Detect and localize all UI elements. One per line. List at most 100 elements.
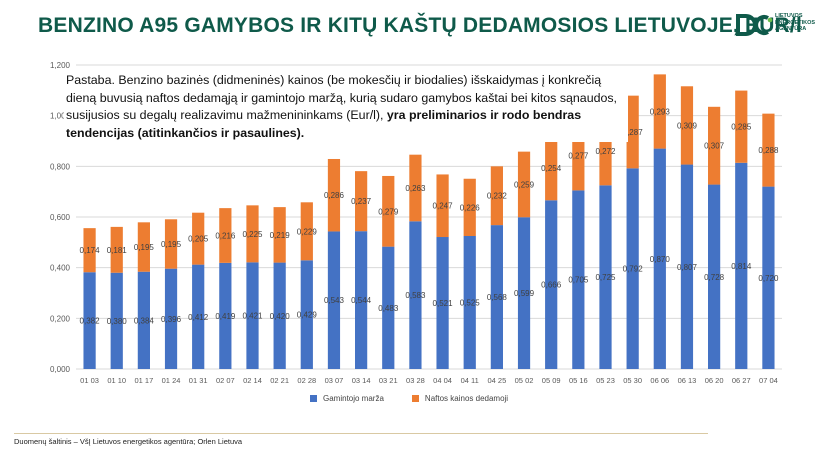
x-tick-label: 02 07 [216,376,235,385]
y-tick-label: 0,200 [50,314,71,323]
data-label: 0,307 [704,142,725,151]
bar-oil [626,95,639,169]
y-tick-label: 0,600 [50,213,71,222]
logo-line-1: LIETUVOS [775,13,803,19]
page-title: BENZINO A95 GAMYBOS IR KITŲ KAŠTŲ DEDAMO… [38,14,802,37]
data-label: 0,272 [595,147,616,156]
data-label: 0,666 [541,281,562,290]
y-tick-label: 0,800 [50,162,71,171]
bar-oil [327,158,341,232]
bar-oil [83,228,96,273]
data-label: 0,229 [297,227,318,236]
data-label: 0,277 [568,151,589,160]
y-tick-label: 1,200 [50,61,71,70]
x-tick-label: 04 04 [433,376,452,385]
bar-margin [436,237,449,369]
note-regular-text: Pastaba. Benzino bazinės (didmeninės) ka… [66,73,618,122]
bar-margin [517,217,531,369]
x-tick-label: 05 16 [569,376,588,385]
bar-oil [355,171,368,232]
logo-line-2: ENERGETIKOS [775,19,816,26]
x-tick-label: 06 27 [732,376,751,385]
legend-item-series-2: Naftos kainos dedamoji [411,394,509,403]
x-tick-label: 01 17 [134,376,153,385]
data-label: 0,237 [351,197,372,206]
note-bold-text: yra preliminarios ir rodo bendras tenden… [66,108,582,140]
data-label: 0,195 [161,240,182,249]
x-tick-label: 03 14 [352,376,371,385]
bar-margin [626,168,639,369]
x-tick-label: 03 07 [325,376,344,385]
x-tick-label: 07 04 [759,376,778,385]
bar-margin [219,262,232,369]
data-label: 0,309 [677,121,698,130]
bar-margin [599,185,612,369]
x-tick-label: 02 21 [270,376,289,385]
chart-note: Pastaba. Benzino bazinės (didmeninės) ka… [64,72,628,142]
legend-label-series-1: Gamintojo marža [323,394,384,403]
bar-margin [653,148,666,369]
x-tick-label: 04 25 [487,376,506,385]
data-label: 0,483 [378,304,399,313]
data-label: 0,382 [80,317,101,326]
bar-oil [545,135,558,201]
bar-margin [137,271,150,369]
chart-legend: Gamintojo marža Naftos kainos dedamoji [310,394,508,403]
bar-oil [517,151,531,218]
bar-oil [409,154,422,222]
bar-oil [192,212,205,265]
data-label: 0,285 [731,123,752,132]
bar-margin [572,190,585,369]
data-label: 0,599 [514,289,535,298]
bar-oil [490,166,503,226]
data-label: 0,420 [270,312,291,321]
data-label: 0,288 [758,146,779,155]
x-tick-label: 06 06 [650,376,669,385]
data-label: 0,521 [433,299,454,308]
data-label: 0,293 [650,107,671,116]
bar-oil [708,106,721,185]
x-tick-label: 04 11 [461,376,479,385]
legend-swatch-series-1 [310,395,317,402]
bar-margin [83,272,96,369]
bar-margin [382,246,395,369]
data-label: 0,419 [215,312,236,321]
legend-item-series-1: Gamintojo marža [310,394,384,403]
bar-margin [355,231,368,369]
data-label: 0,396 [161,315,182,324]
data-label: 0,254 [541,164,562,173]
data-label: 0,870 [650,255,671,264]
bar-oil [762,113,775,187]
bar-oil [219,208,232,263]
x-tick-label: 02 14 [243,376,262,385]
bar-margin [409,221,422,369]
data-label: 0,226 [460,203,481,212]
bar-margin [490,225,503,369]
x-tick-label: 01 31 [189,376,208,385]
bar-oil [436,174,449,238]
logo-line-3: AGENTŪRA [775,26,807,32]
data-label: 0,384 [134,316,155,325]
bar-margin [192,264,205,369]
data-label: 0,181 [107,246,128,255]
x-tick-label: 01 03 [80,376,99,385]
data-label: 0,421 [242,312,263,321]
legend-label-series-2: Naftos kainos dedamoji [424,394,509,403]
x-tick-label: 01 24 [162,376,181,385]
bar-margin [708,184,721,369]
data-label: 0,263 [405,184,426,193]
source-text: Duomenų šaltinis – VšĮ Lietuvos energeti… [14,437,243,446]
bar-oil [463,178,476,236]
data-label: 0,225 [242,230,263,239]
data-label: 0,174 [80,246,101,255]
bar-oil [653,74,666,149]
data-label: 0,287 [623,128,644,137]
data-label: 0,814 [731,262,752,271]
bar-margin [762,186,775,369]
data-label: 0,380 [107,317,128,326]
data-label: 0,807 [677,263,698,272]
x-tick-label: 06 20 [705,376,724,385]
bar-margin [680,164,694,369]
data-label: 0,219 [270,231,291,240]
bar-margin [273,262,286,369]
